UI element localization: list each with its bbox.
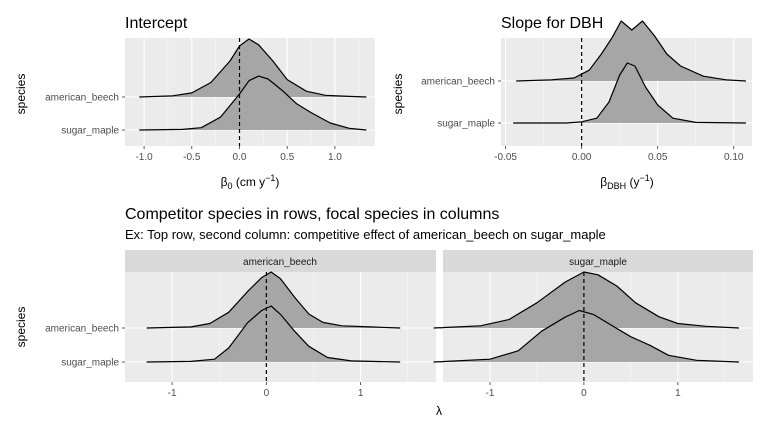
slope-ylabel: species <box>391 74 405 115</box>
density-fill-sugar_maple <box>146 306 401 362</box>
panel-0: -1.0 -0.5 0.0 0.5 1.0 american_beech sugar_map… <box>45 38 375 163</box>
y-tick-label-american_beech: american_beech <box>45 324 119 335</box>
x-tick-label: 0 <box>264 388 270 399</box>
density-line-sugar_maple <box>146 305 401 363</box>
y-tick-label-american_beech: american_beech <box>45 93 119 104</box>
density-line-sugar_maple <box>139 75 367 131</box>
density-fill-american_beech <box>139 39 367 97</box>
slope-title: Slope for DBH <box>501 15 603 32</box>
x-tick-label: -0.5 <box>183 152 201 163</box>
density-fill-sugar_maple <box>139 76 367 130</box>
intercept-xlabel: β0 (cm y−1) <box>221 173 280 191</box>
panel-3: -1 0 1 <box>433 271 753 399</box>
x-tick-label: 0.0 <box>233 152 247 163</box>
density-fill-sugar_maple <box>513 63 746 123</box>
x-tick-label: 0 <box>581 388 587 399</box>
x-tick-label: 1 <box>675 388 681 399</box>
facet-label-sugar-maple: sugar_maple <box>569 257 627 268</box>
density-line-american_beech <box>516 20 746 82</box>
intercept-title: Intercept <box>125 15 188 32</box>
density-line-sugar_maple <box>513 62 746 124</box>
y-tick-label-sugar_maple: sugar_maple <box>61 358 119 369</box>
competition-xlabel: λ <box>436 404 442 418</box>
facet-strip-sugar-maple <box>443 250 753 272</box>
panel-1: -0.05 0.00 0.05 0.10 american_beech sugar_map… <box>421 20 752 163</box>
facet-label-american-beech: american_beech <box>243 257 317 268</box>
facet-strip-american-beech <box>125 250 436 272</box>
x-tick-label: 0.5 <box>280 152 294 163</box>
x-tick-label: 0.00 <box>572 152 592 163</box>
density-fill-american_beech <box>433 272 739 328</box>
panel-2: -1 0 1 american_beech sugar_maple <box>45 271 436 399</box>
density-fill-american_beech <box>146 272 401 328</box>
x-tick-label: 0.10 <box>724 152 744 163</box>
y-tick-label-sugar_maple: sugar_maple <box>61 126 119 137</box>
competition-title: Competitor species in rows, focal specie… <box>125 206 499 223</box>
x-tick-label: -1.0 <box>135 152 153 163</box>
density-fill-american_beech <box>516 21 746 81</box>
y-tick-label-american_beech: american_beech <box>421 77 495 88</box>
x-tick-label: -0.05 <box>494 152 517 163</box>
density-line-american_beech <box>146 271 401 329</box>
intercept-ylabel: species <box>14 74 28 115</box>
x-tick-label: 1 <box>358 388 364 399</box>
x-tick-label: -1 <box>168 388 177 399</box>
density-line-sugar_maple <box>433 309 739 363</box>
competition-subtitle: Ex: Top row, second column: competitive … <box>125 227 606 242</box>
x-tick-label: 0.05 <box>648 152 668 163</box>
x-tick-label: -1 <box>486 388 495 399</box>
competition-ylabel: species <box>14 307 28 348</box>
x-tick-label: 1.0 <box>328 152 342 163</box>
y-tick-label-sugar_maple: sugar_maple <box>437 119 495 130</box>
plot-area: -1.0 -0.5 0.0 0.5 1.0 american_beech sugar_map… <box>45 20 753 399</box>
density-line-american_beech <box>139 38 367 98</box>
slope-xlabel: βDBH (y−1) <box>600 173 654 191</box>
density-line-american_beech <box>433 271 739 329</box>
density-fill-sugar_maple <box>433 310 739 362</box>
